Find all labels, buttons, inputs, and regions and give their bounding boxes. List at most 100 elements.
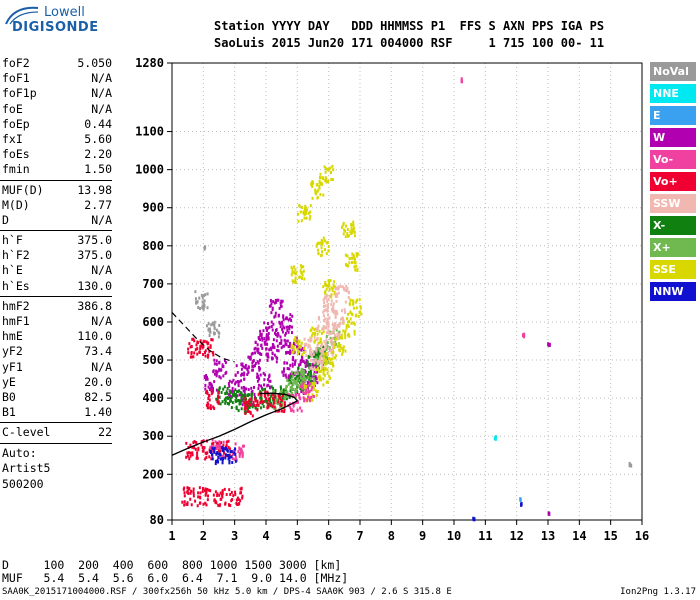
trace-point <box>313 327 316 331</box>
footer-version: Ion2Png 1.3.17 <box>620 587 696 597</box>
trace-point <box>283 361 286 365</box>
trace-point <box>346 320 349 324</box>
trace-point <box>212 450 215 454</box>
trace-point <box>292 378 295 382</box>
trace-point <box>247 399 250 403</box>
trace-point <box>302 372 305 376</box>
trace-point <box>309 339 312 343</box>
trace-point <box>323 373 326 377</box>
trace-point <box>228 488 231 492</box>
trace-point <box>300 348 303 352</box>
trace-point <box>354 261 357 265</box>
trace-point <box>319 241 322 245</box>
trace-point <box>201 486 204 490</box>
trace-point <box>324 248 327 252</box>
trace-point <box>303 380 306 384</box>
trace-point <box>331 336 334 340</box>
trace-point <box>330 295 333 299</box>
trace-point <box>275 339 278 343</box>
trace-point <box>294 276 297 280</box>
trace-point <box>330 339 333 343</box>
trace-point <box>295 393 298 397</box>
param-name: MUF(D) <box>2 182 44 197</box>
trace-point <box>307 345 310 349</box>
trace-point <box>322 285 325 289</box>
trace-point <box>316 390 319 394</box>
trace-point <box>257 383 260 387</box>
trace-point <box>353 332 356 336</box>
trace-point <box>348 261 351 265</box>
trace-point <box>331 361 334 365</box>
trace-point <box>320 367 323 371</box>
trace-point <box>324 345 327 349</box>
trace-point <box>329 166 332 170</box>
trace-point <box>344 310 347 314</box>
trace-point <box>213 407 216 411</box>
trace-point <box>224 392 227 396</box>
trace-point <box>321 250 324 254</box>
trace-point <box>252 400 255 404</box>
trace-point <box>316 360 319 364</box>
trace-point <box>221 454 224 458</box>
trace-point <box>330 286 333 290</box>
trace-point <box>213 358 216 362</box>
trace-point <box>241 394 244 398</box>
trace-point <box>242 365 245 369</box>
trace-point <box>319 369 322 373</box>
trace-point <box>321 347 324 351</box>
x-tick-label: 13 <box>541 529 555 543</box>
trace-point <box>317 324 320 328</box>
trace-point <box>228 459 231 463</box>
trace-point <box>286 366 289 370</box>
trace-point <box>307 343 310 347</box>
trace-point <box>256 372 259 376</box>
trace-point <box>302 370 305 374</box>
trace-point <box>295 387 298 391</box>
trace-point <box>311 354 314 358</box>
trace-point <box>322 236 325 240</box>
trace-point <box>230 455 233 459</box>
trace-point <box>202 502 205 506</box>
trace-point <box>344 288 347 292</box>
trace-point <box>220 368 223 372</box>
trace-point <box>291 279 294 283</box>
trace-point <box>189 345 192 349</box>
trace-point <box>254 340 257 344</box>
trace-point <box>300 276 303 280</box>
trace-point <box>210 383 213 387</box>
trace-point <box>300 206 303 210</box>
trace-point <box>257 336 260 340</box>
trace-point <box>240 367 243 371</box>
trace-point <box>258 358 261 362</box>
trace-point <box>338 344 341 348</box>
trace-point <box>311 379 314 383</box>
trace-point <box>238 389 241 393</box>
trace-point <box>201 296 204 300</box>
trace-point <box>251 361 254 365</box>
trace-point <box>205 490 208 494</box>
trace-point <box>238 399 241 403</box>
trace-point <box>298 275 301 279</box>
trace-point <box>282 325 285 329</box>
trace-point <box>278 306 281 310</box>
x-tick-label: 2 <box>200 529 207 543</box>
trace-point <box>204 354 207 358</box>
trace-point <box>270 392 273 396</box>
trace-point <box>266 384 269 388</box>
trace-point <box>217 391 220 395</box>
trace-point <box>325 338 328 342</box>
trace-point <box>320 242 323 246</box>
trace-point <box>323 308 326 312</box>
param-name: h`F2 <box>2 248 30 263</box>
trace-point <box>350 232 353 236</box>
trace-point <box>317 315 320 319</box>
trace-point <box>195 301 198 305</box>
trace-point <box>249 401 252 405</box>
trace-point <box>316 248 319 252</box>
trace-point <box>316 381 319 385</box>
trace-point <box>230 395 233 399</box>
trace-point <box>241 364 244 368</box>
trace-point <box>360 312 363 316</box>
trace-point <box>205 503 208 507</box>
trace-point <box>333 342 336 346</box>
